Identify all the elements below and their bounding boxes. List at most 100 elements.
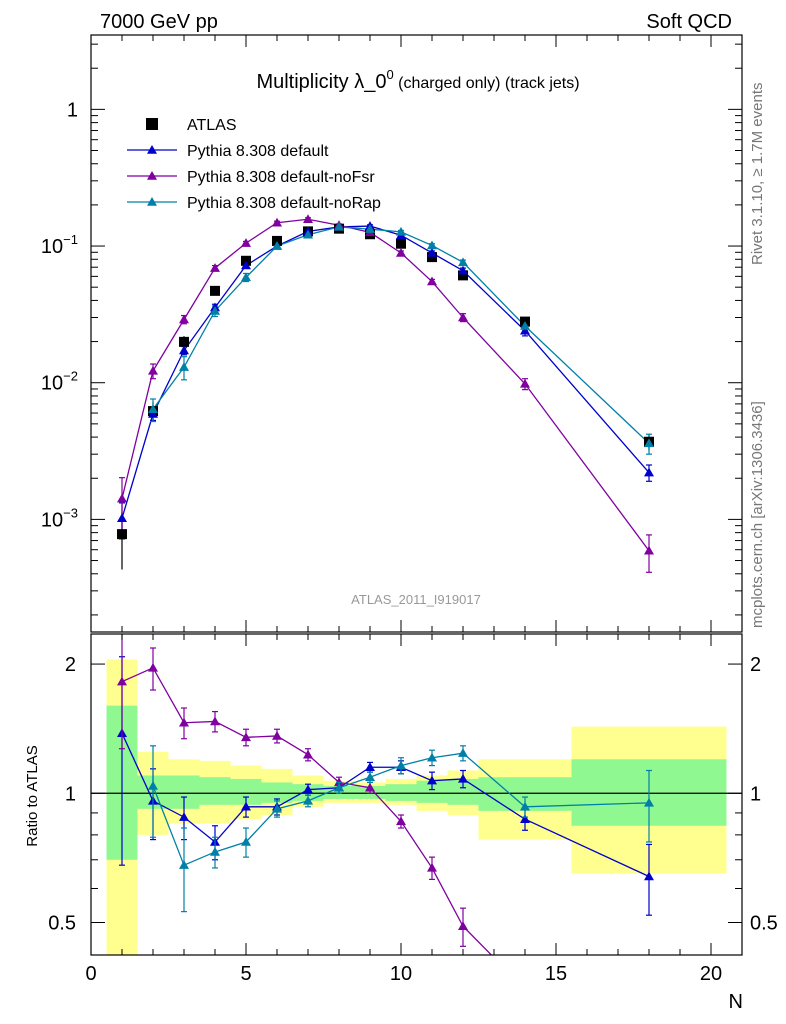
data-point-2 <box>303 214 313 224</box>
y-tick-label: 10−2 <box>41 369 78 395</box>
ratio-point-2 <box>427 752 437 762</box>
data-point-atlas <box>179 336 189 347</box>
chart-title: Multiplicity λ_00 (charged only) (track … <box>256 67 579 93</box>
y-tick-base: 10 <box>41 509 63 531</box>
ratio-point-2 <box>272 803 282 813</box>
main-frame <box>90 34 743 633</box>
ratio-point-1 <box>334 777 344 787</box>
data-point-3 <box>396 226 406 236</box>
data-point-3 <box>272 241 282 250</box>
data-point-3 <box>334 221 344 231</box>
data-point-1 <box>427 247 437 257</box>
legend-marker <box>147 197 157 206</box>
ratio-point-1 <box>520 984 530 993</box>
ratio-point-0 <box>179 812 189 821</box>
data-point-atlas <box>210 285 220 296</box>
ratio-point-2 <box>148 780 158 790</box>
ratio-point-2 <box>396 760 406 770</box>
ratio-point-1 <box>458 921 468 931</box>
data-point-3 <box>303 229 313 239</box>
data-point-3 <box>520 320 530 330</box>
legend: ATLAS Pythia 8.308 default Pythia 8.308 de… <box>127 117 381 212</box>
series-line-3 <box>152 226 650 444</box>
data-point-3 <box>179 362 189 371</box>
ratio-point-1 <box>396 816 406 826</box>
ratio-point-2 <box>520 801 530 811</box>
legend-label: Pythia 8.308 default-noRap <box>187 195 381 212</box>
legend-marker <box>147 145 157 154</box>
data-point-3 <box>148 404 158 413</box>
ratio-point-0 <box>241 801 251 811</box>
y-tick-exponent: −3 <box>63 505 78 520</box>
legend-label: Pythia 8.308 default <box>187 143 329 160</box>
ratio-y-tick-label: 2 <box>65 654 76 676</box>
data-point-3 <box>210 305 220 315</box>
data-point-atlas <box>117 529 127 540</box>
data-point-2 <box>179 314 189 324</box>
energy-label: 7000 GeV pp <box>100 11 218 33</box>
legend-label: ATLAS <box>187 117 237 134</box>
ratio-point-1 <box>272 730 282 740</box>
ratio-point-2 <box>303 795 313 805</box>
chart-title-main: Multiplicity λ_0 <box>256 71 386 93</box>
data-point-2 <box>427 276 437 286</box>
ratio-point-2 <box>210 846 220 856</box>
ratio-ylabel: Ratio to ATLAS <box>24 745 41 846</box>
ratio-y-tick-label-right: 0.5 <box>750 912 778 934</box>
ratio-point-0 <box>458 773 468 783</box>
y-tick-base: 10 <box>41 373 63 395</box>
y-tick-base: 10 <box>41 236 63 258</box>
data-point-2 <box>396 247 406 257</box>
ratio-point-2 <box>644 797 654 807</box>
data-point-2 <box>520 378 530 388</box>
ratio-point-1 <box>427 862 437 872</box>
legend-label: Pythia 8.308 default-noFsr <box>187 169 375 186</box>
ratio-axes: 0 5 10 15 20 0.5 0.5 1 1 2 2 <box>48 634 778 985</box>
chart-title-tail: (charged only) (track jets) <box>394 75 580 92</box>
band-stat <box>199 777 231 805</box>
ratio-point-1 <box>179 717 189 727</box>
y-tick-exponent: −2 <box>63 369 78 384</box>
data-point-1 <box>179 345 189 355</box>
chart-title-sup: 0 <box>386 67 393 82</box>
ratio-point-1 <box>210 716 220 726</box>
ratio-series-line-0 <box>121 732 650 878</box>
ratio-point-2 <box>365 772 375 781</box>
series-line-1 <box>121 225 650 519</box>
data-point-3 <box>241 272 251 282</box>
data-point-atlas <box>396 238 406 249</box>
ratio-point-0 <box>644 871 654 881</box>
data-point-1 <box>148 409 158 418</box>
ratio-frame <box>90 633 743 956</box>
data-point-atlas <box>458 270 468 281</box>
y-tick-exponent: −1 <box>63 232 78 247</box>
legend-marker-atlas <box>146 118 158 130</box>
y-tick-label: 1 <box>67 99 78 121</box>
band-stat <box>416 780 448 803</box>
y-tick-base: 1 <box>67 99 78 121</box>
main-watermark: ATLAS_2011_I919017 <box>351 592 481 607</box>
data-point-atlas <box>427 252 437 263</box>
y-tick-label: 10−3 <box>41 505 78 531</box>
ratio-y-tick-label-right: 1 <box>750 783 761 805</box>
ratio-point-2 <box>179 860 189 869</box>
ratio-point-2 <box>241 837 251 846</box>
ratio-panel: 0 5 10 15 20 0.5 0.5 1 1 2 2 Ratio to ATLAS N <box>24 633 778 1013</box>
data-point-1 <box>241 260 251 270</box>
data-point-3 <box>365 224 375 233</box>
ratio-point-2 <box>458 748 468 757</box>
data-point-2 <box>148 365 158 375</box>
ratio-point-1 <box>303 749 313 759</box>
x-tick-label: 20 <box>700 963 722 985</box>
x-tick-label: 10 <box>390 963 412 985</box>
ratio-point-2 <box>334 782 344 792</box>
ratio-y-tick-label: 1 <box>65 783 76 805</box>
rivet-label: Rivet 3.1.10, ≥ 1.7M events <box>749 83 766 266</box>
ratio-point-1 <box>241 732 251 742</box>
data-point-1 <box>520 325 530 335</box>
data-point-3 <box>644 438 654 448</box>
ratio-point-0 <box>520 814 530 823</box>
ratio-point-1 <box>365 782 375 792</box>
data-point-1 <box>644 467 654 477</box>
band-stat <box>261 782 293 803</box>
